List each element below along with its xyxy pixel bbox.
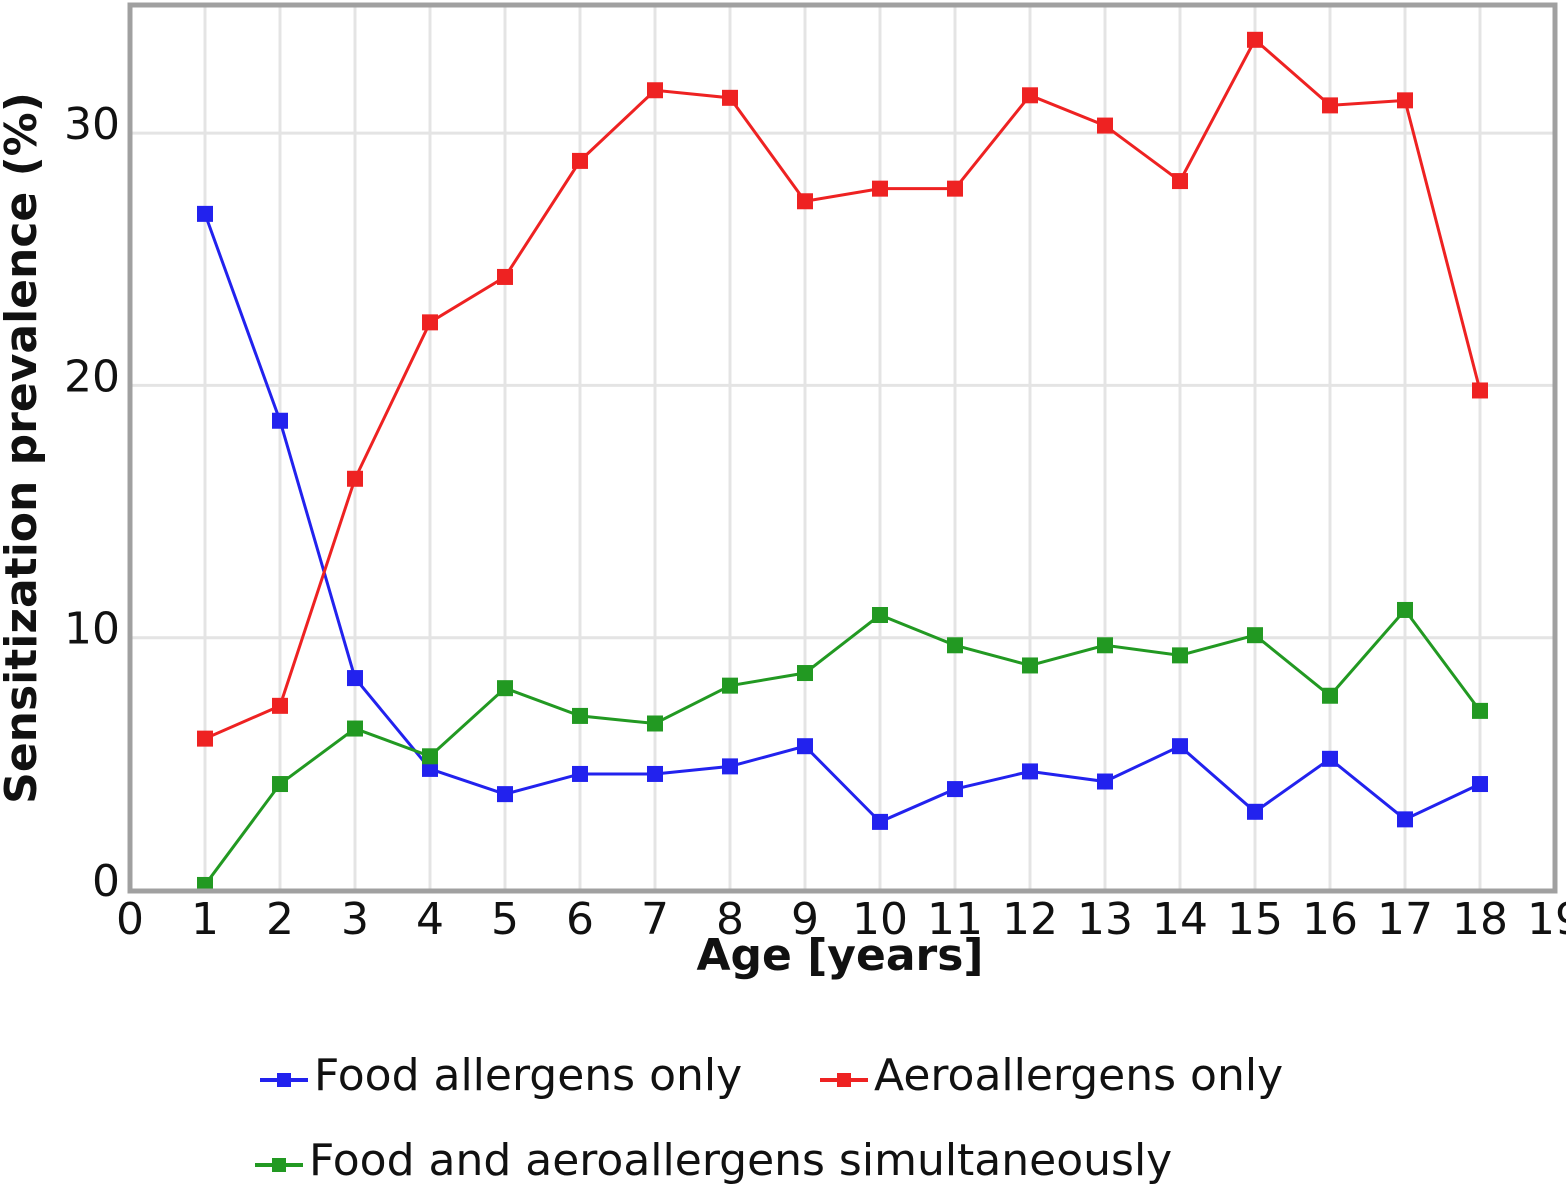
data-point [947,637,963,654]
data-point [722,89,738,106]
data-point [197,730,213,747]
data-point [797,665,813,682]
data-point [1022,87,1038,104]
x-tick-label: 0 [116,894,144,945]
data-point [1322,750,1338,767]
data-point [722,677,738,694]
series-line [204,37,1482,741]
data-point [1172,738,1188,755]
x-tick-label: 13 [1077,894,1133,945]
data-point [797,738,813,755]
data-point [1247,803,1263,820]
data-point [1322,97,1338,114]
data-point [572,152,588,169]
data-point [1472,382,1488,399]
data-point [272,412,288,429]
y-tick-label: 30 [64,99,120,150]
data-point [272,776,288,793]
x-tick-label: 19 [1527,894,1566,945]
data-point [647,765,663,782]
data-point [872,607,888,624]
x-tick-label: 18 [1452,894,1508,945]
data-point [572,765,588,782]
y-axis-label: Sensitization prevalence (%) [0,92,47,804]
data-point [1022,763,1038,780]
data-point [1397,811,1413,828]
data-point [1322,687,1338,704]
data-point [1022,657,1038,674]
data-point [1097,117,1113,134]
x-tick-label: 11 [927,894,983,945]
series-line [203,213,1481,824]
x-tick-label: 8 [716,894,744,945]
x-tick-label: 14 [1152,894,1208,945]
data-point [1472,776,1488,793]
data-point [1172,173,1188,190]
data-point [347,470,363,487]
series-group [197,31,1488,893]
data-point [272,697,288,714]
data-point [1097,773,1113,790]
data-point [497,680,513,697]
x-tick-label: 7 [641,894,669,945]
legend-marker [272,1158,286,1172]
x-tick-label: 3 [341,894,369,945]
x-tick-label: 9 [791,894,819,945]
y-tick-label: 0 [92,856,120,907]
x-axis-label: Age [years] [696,930,983,981]
plot-area [130,5,1555,891]
data-point [797,193,813,210]
data-point [647,82,663,99]
data-point [722,758,738,775]
x-tick-label: 4 [416,894,444,945]
data-point [347,670,363,687]
x-tick-label: 17 [1377,894,1433,945]
data-point [947,781,963,798]
y-tick-label: 20 [64,351,120,402]
x-tick-label: 12 [1002,894,1058,945]
data-point [497,786,513,803]
data-point [197,205,213,222]
legend: Food allergens only Aeroallergens only Foo… [255,1050,1283,1186]
data-point [1397,92,1413,109]
plot-border [127,2,1558,894]
data-point [1472,702,1488,719]
data-point [647,715,663,732]
data-point [497,268,513,285]
grid: 0123456789101112131415161718190102030 [64,7,1566,945]
data-point [347,720,363,737]
x-tick-label: 1 [191,894,219,945]
data-point [572,707,588,724]
data-point [1397,601,1413,618]
legend-label: Aeroallergens only [874,1050,1283,1101]
legend-marker [837,1073,851,1087]
x-tick-label: 10 [852,894,908,945]
data-point [872,813,888,830]
data-point [1247,627,1263,644]
data-point [947,180,963,197]
y-tick-label: 10 [64,604,120,655]
x-tick-label: 16 [1302,894,1358,945]
data-point [1097,637,1113,654]
data-point [872,180,888,197]
x-tick-label: 15 [1227,894,1283,945]
legend-label: Food and aeroallergens simultaneously [309,1135,1172,1186]
data-point [1247,31,1263,48]
data-point [422,748,438,765]
x-tick-label: 6 [566,894,594,945]
x-tick-label: 2 [266,894,294,945]
data-point [422,314,438,331]
data-point [422,760,438,777]
legend-marker [277,1073,291,1087]
x-tick-label: 5 [491,894,519,945]
series-line [203,607,1482,886]
data-point [1172,647,1188,664]
legend-label: Food allergens only [314,1050,742,1101]
